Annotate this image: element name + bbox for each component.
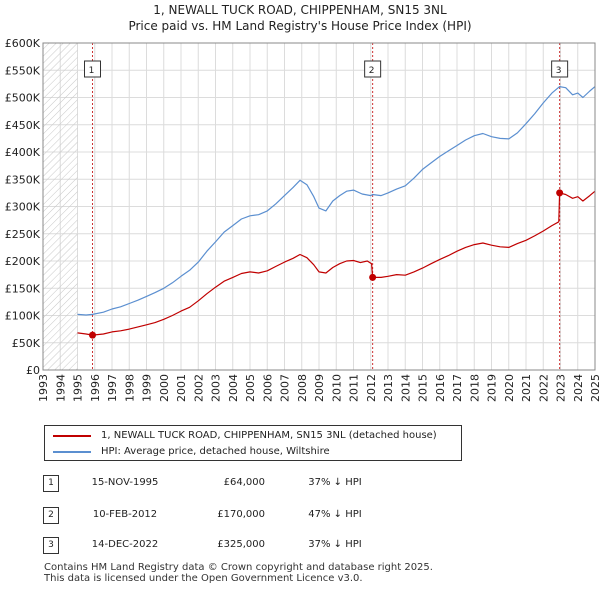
transaction-price: £64,000 [223, 477, 265, 488]
y-tick-label: £600K [5, 37, 41, 50]
x-tick-label: 2013 [382, 374, 395, 402]
sale-marker-label: 1 [89, 66, 95, 76]
sale-marker-label: 3 [556, 66, 562, 76]
licence-line: This data is licensed under the Open Gov… [44, 573, 363, 584]
transaction-date: 15-NOV-1995 [91, 477, 159, 488]
sale-marker-box [551, 60, 569, 78]
price-line [77, 190, 596, 336]
x-tick-label: 2015 [417, 374, 430, 402]
y-axis: £0 £50K £100K £150K £200K £250K £300K £350K £400… [5, 37, 41, 377]
sale-marker-label: 2 [369, 66, 375, 76]
y-tick-label: £250K [5, 228, 41, 241]
x-tick-label: 2002 [192, 374, 205, 402]
x-tick-label: 2009 [313, 374, 326, 402]
legend-swatch-hpi [53, 451, 91, 453]
y-tick-label: £100K [5, 310, 41, 323]
transaction-price: £325,000 [217, 539, 265, 550]
pre-data-hatch [43, 43, 78, 370]
sale-marker-box [364, 60, 382, 78]
x-tick-label: 2024 [572, 374, 585, 402]
transaction-date: 10-FEB-2012 [92, 509, 158, 520]
plot-frame [42, 42, 596, 371]
sale-marker-box [84, 60, 102, 78]
x-tick-label: 2006 [261, 374, 274, 402]
y-tick-label: £0 [26, 364, 40, 377]
x-tick-label: 2007 [279, 374, 292, 402]
sale-points [89, 189, 564, 339]
x-tick-label: 2011 [348, 374, 361, 402]
y-tick-label: £200K [5, 255, 41, 268]
series [77, 86, 596, 336]
transaction-number: 2 [43, 507, 59, 524]
x-tick-label: 2021 [520, 374, 533, 402]
sale-point [89, 331, 97, 339]
y-tick-label: £550K [5, 64, 41, 77]
x-tick-label: 2019 [486, 374, 499, 402]
y-tick-label: £150K [5, 282, 41, 295]
x-tick-label: 2010 [330, 374, 343, 402]
x-tick-label: 2005 [244, 374, 257, 402]
legend-label-hpi: HPI: Average price, detached house, Wilt… [101, 446, 330, 457]
x-tick-label: 1996 [89, 374, 102, 402]
chart-subtitle: Price paid vs. HM Land Registry's House … [128, 19, 472, 33]
x-tick-label: 2000 [158, 374, 171, 402]
x-tick-label: 2016 [434, 374, 447, 402]
transaction-delta: 47% ↓ HPI [308, 509, 362, 520]
price-chart: £0 £50K £100K £150K £200K £250K £300K £350K £400… [5, 37, 600, 402]
legend: 1, NEWALL TUCK ROAD, CHIPPENHAM, SN15 3N… [44, 425, 462, 461]
hatch-region [43, 43, 78, 370]
sale-point [369, 273, 377, 281]
hpi-line [77, 86, 596, 316]
y-tick-label: £500K [5, 92, 41, 105]
x-tick-label: 1997 [106, 374, 119, 402]
legend-label-price: 1, NEWALL TUCK ROAD, CHIPPENHAM, SN15 3N… [101, 430, 437, 441]
transaction-delta: 37% ↓ HPI [308, 477, 362, 488]
x-tick-label: 2001 [175, 374, 188, 402]
legend-swatch-price [53, 435, 91, 437]
transaction-number: 1 [43, 475, 59, 492]
x-tick-label: 1995 [72, 374, 85, 402]
footer: Contains HM Land Registry data © Crown c… [44, 562, 433, 584]
x-tick-label: 1993 [37, 374, 50, 402]
grid [42, 42, 596, 371]
x-tick-label: 2008 [296, 374, 309, 402]
x-tick-label: 1999 [141, 374, 154, 402]
transaction-number: 3 [43, 537, 59, 554]
y-tick-label: £450K [5, 119, 41, 132]
x-tick-label: 2023 [555, 374, 568, 402]
table-row: 2 10-FEB-2012 £170,000 47% ↓ HPI [0, 506, 600, 526]
sale-markers: 1 2 3 [84, 43, 569, 370]
x-tick-label: 1998 [123, 374, 136, 402]
y-tick-label: £300K [5, 201, 41, 214]
chart-title: 1, NEWALL TUCK ROAD, CHIPPENHAM, SN15 3N… [153, 3, 447, 17]
copyright-line: Contains HM Land Registry data © Crown c… [44, 562, 433, 573]
x-tick-label: 2018 [468, 374, 481, 402]
x-tick-label: 2025 [589, 374, 600, 402]
x-tick-label: 2012 [365, 374, 378, 402]
table-row: 1 15-NOV-1995 £64,000 37% ↓ HPI [0, 474, 600, 494]
transaction-price: £170,000 [217, 509, 265, 520]
y-tick-label: £50K [12, 337, 41, 350]
x-tick-label: 2004 [227, 374, 240, 402]
x-tick-label: 2014 [399, 374, 412, 402]
y-tick-label: £400K [5, 146, 41, 159]
x-tick-label: 1994 [54, 374, 67, 402]
table-row: 3 14-DEC-2022 £325,000 37% ↓ HPI [0, 536, 600, 556]
x-tick-label: 2022 [537, 374, 550, 402]
y-tick-label: £350K [5, 173, 41, 186]
x-tick-label: 2003 [210, 374, 223, 402]
transaction-date: 14-DEC-2022 [91, 539, 159, 550]
x-tick-label: 2017 [451, 374, 464, 402]
sale-point [556, 189, 564, 197]
transaction-delta: 37% ↓ HPI [308, 539, 362, 550]
x-axis: 1993 1994 1995 1996 1997 1998 1999 2000 2001 2002… [37, 374, 600, 402]
x-tick-label: 2020 [503, 374, 516, 402]
